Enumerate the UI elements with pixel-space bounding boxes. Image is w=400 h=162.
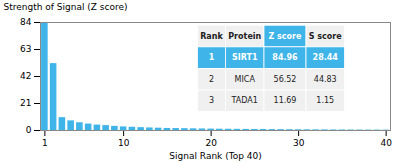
svg-text:1: 1 (42, 138, 48, 148)
svg-text:Strength of Signal (Z score): Strength of Signal (Z score) (4, 2, 128, 12)
svg-text:28.44: 28.44 (313, 53, 339, 62)
svg-text:2: 2 (209, 75, 214, 84)
svg-text:30: 30 (293, 138, 305, 148)
svg-text:1.15: 1.15 (316, 96, 334, 105)
svg-text:84: 84 (20, 17, 32, 27)
svg-text:20: 20 (205, 138, 217, 148)
svg-text:Protein: Protein (228, 32, 261, 41)
svg-text:MICA: MICA (235, 75, 256, 84)
svg-text:TADA1: TADA1 (231, 96, 258, 105)
svg-text:SIRT1: SIRT1 (232, 53, 258, 62)
svg-text:10: 10 (118, 138, 130, 148)
svg-text:44.83: 44.83 (314, 75, 337, 84)
svg-text:1: 1 (209, 53, 215, 62)
svg-text:Z score: Z score (269, 32, 303, 41)
svg-text:42: 42 (20, 71, 31, 81)
svg-text:Signal Rank (Top 40): Signal Rank (Top 40) (169, 151, 261, 161)
svg-text:40: 40 (380, 138, 392, 148)
svg-text:11.69: 11.69 (274, 96, 297, 105)
svg-text:56.52: 56.52 (274, 75, 297, 84)
svg-text:21: 21 (20, 98, 31, 108)
svg-text:84.96: 84.96 (272, 53, 298, 62)
svg-text:3: 3 (209, 96, 214, 105)
svg-text:63: 63 (20, 44, 31, 54)
svg-text:S score: S score (309, 32, 342, 41)
svg-text:Rank: Rank (200, 32, 223, 41)
svg-text:0: 0 (26, 125, 32, 135)
